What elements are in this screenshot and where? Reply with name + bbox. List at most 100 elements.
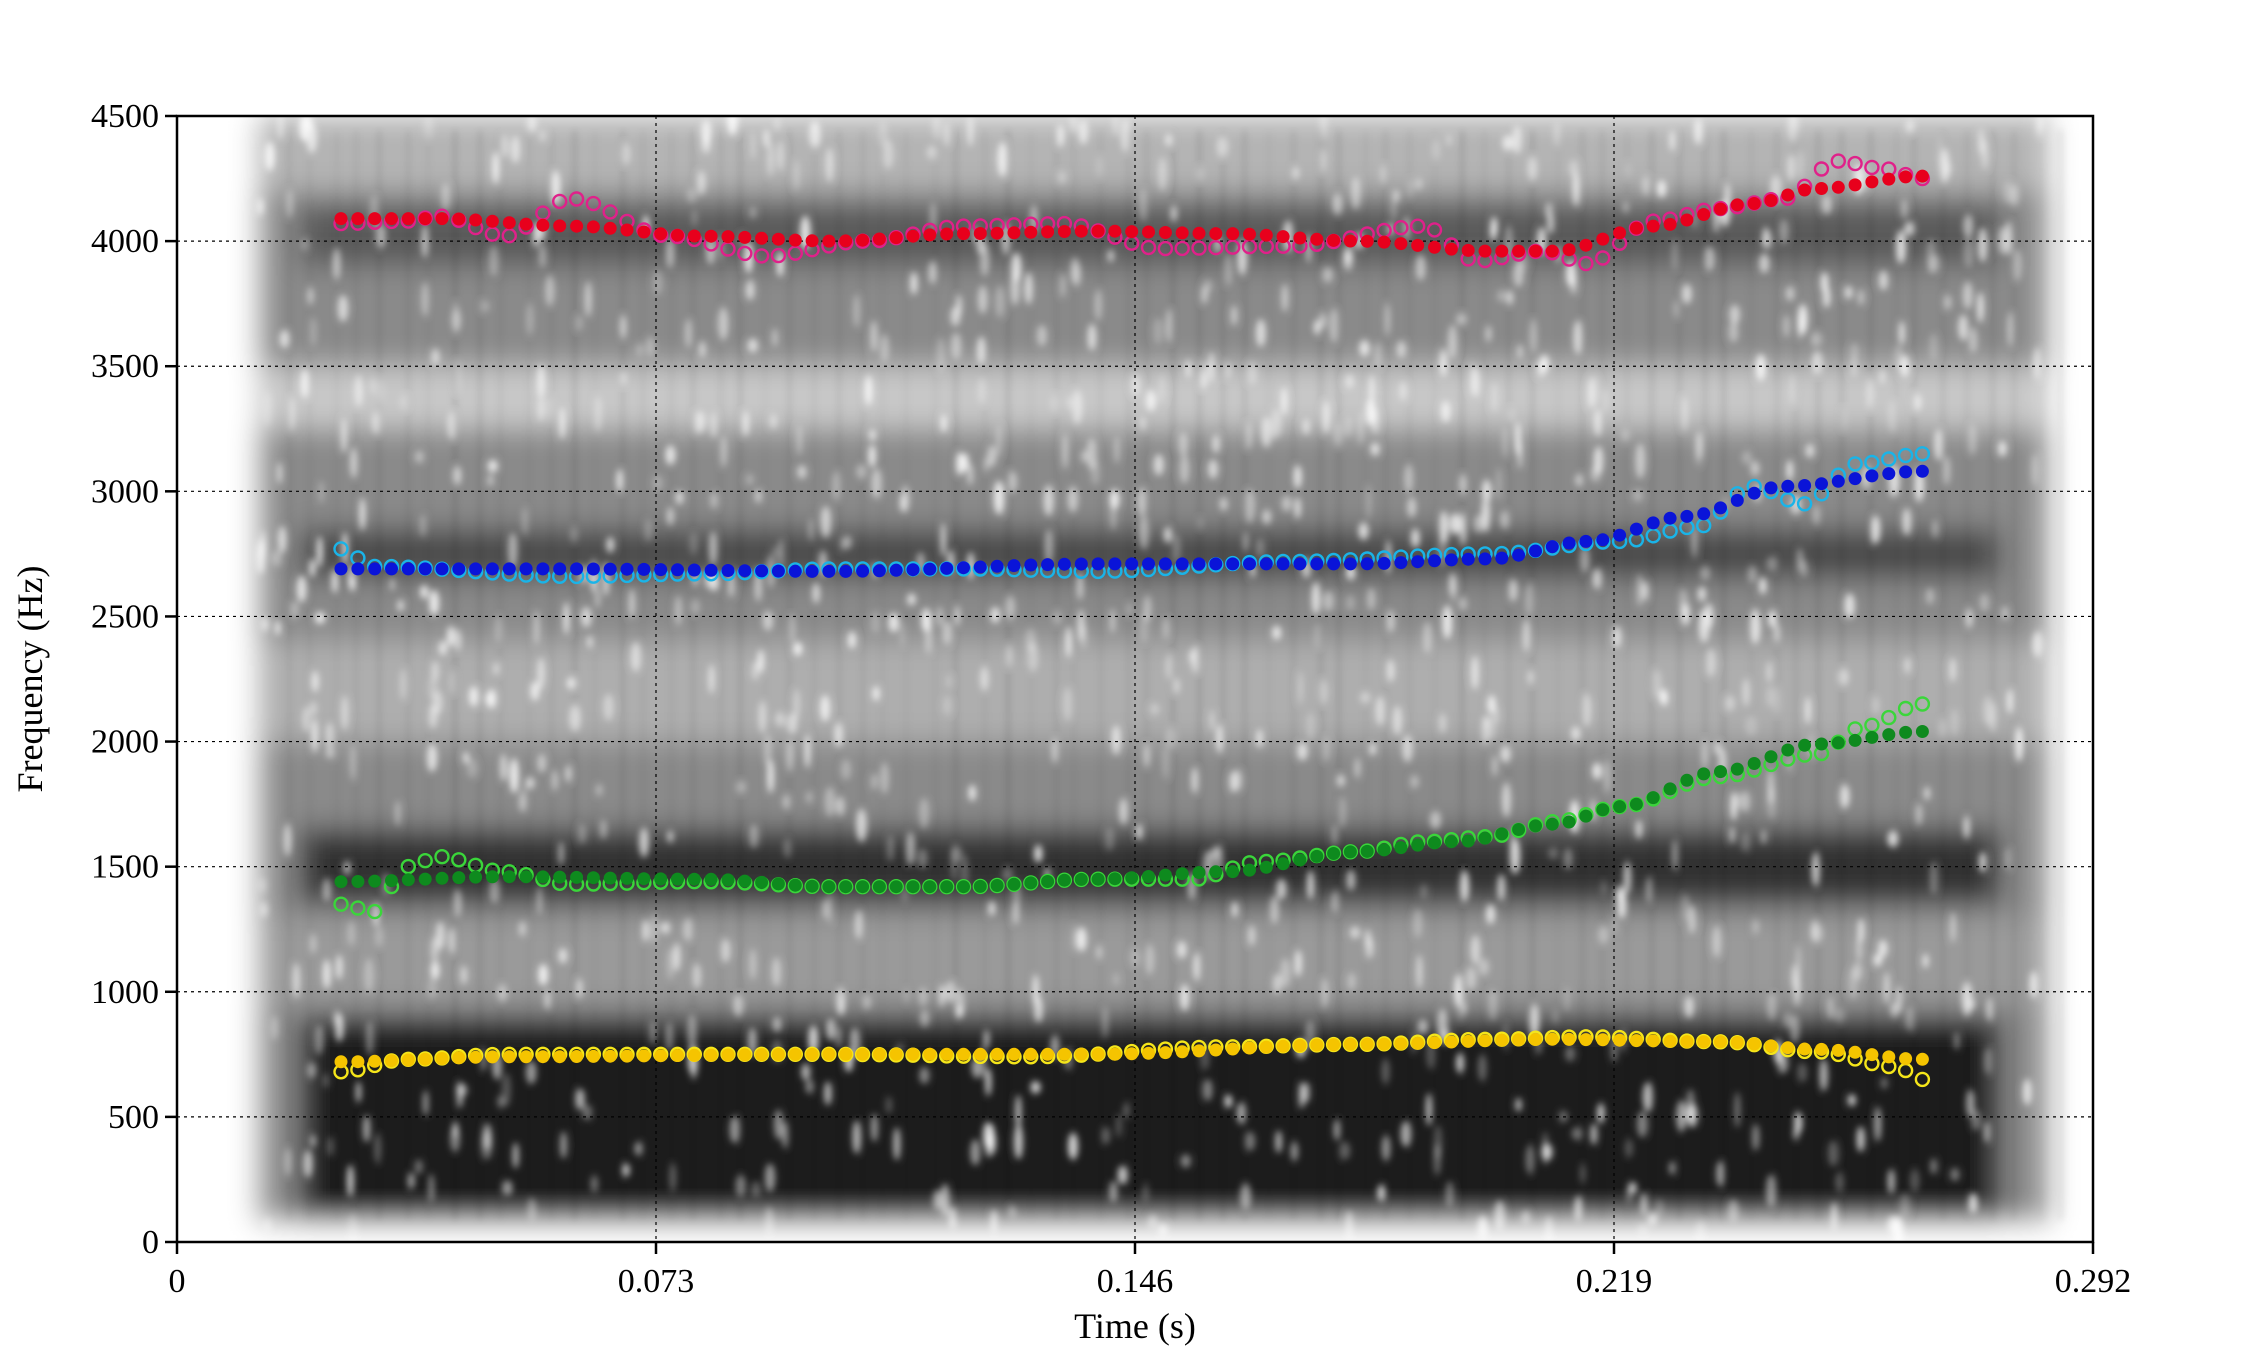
- formant-point: [1158, 557, 1172, 571]
- formant-point: [1512, 548, 1526, 562]
- formant-point: [940, 561, 954, 575]
- formant-point: [839, 880, 853, 894]
- formant-point: [1714, 765, 1727, 779]
- formant-point: [1831, 474, 1845, 488]
- formant-point: [1596, 1033, 1610, 1047]
- formant-point: [1478, 1034, 1492, 1048]
- formant-point: [1579, 809, 1593, 823]
- formant-point: [1915, 464, 1929, 478]
- formant-point: [1142, 557, 1155, 571]
- formant-point: [536, 1050, 550, 1064]
- formant-point: [351, 212, 365, 226]
- formant-point: [822, 564, 836, 578]
- formant-point: [1175, 557, 1189, 571]
- formant-point: [637, 225, 651, 239]
- formant-point: [704, 563, 718, 577]
- formant-point: [1394, 237, 1408, 251]
- formant-point: [1697, 208, 1711, 221]
- formant-point: [1815, 1042, 1828, 1056]
- formant-point: [1629, 522, 1643, 536]
- formant-point: [1444, 1035, 1458, 1049]
- formant-point: [788, 878, 802, 892]
- formant-point: [1224, 239, 1241, 255]
- formant-point: [570, 1050, 584, 1063]
- formant-point: [990, 879, 1004, 892]
- formant-point: [1562, 1032, 1576, 1046]
- formant-point: [603, 562, 617, 576]
- formant-point: [1276, 1039, 1290, 1053]
- formant-point: [770, 247, 787, 264]
- formant-point: [1914, 696, 1931, 712]
- formant-point: [536, 870, 550, 884]
- formant-point: [1545, 244, 1559, 258]
- formant-point: [401, 212, 415, 226]
- formant-point: [1343, 845, 1357, 859]
- formant-point: [1815, 182, 1828, 195]
- formant-point: [738, 230, 752, 244]
- formant-point: [1125, 1047, 1139, 1061]
- formant-point: [872, 880, 886, 894]
- formant-point: [1747, 1037, 1761, 1051]
- formant-tracks: [333, 153, 1931, 1088]
- formant-point: [1646, 516, 1660, 530]
- formant-point: [1175, 867, 1189, 881]
- formant-point: [1629, 797, 1643, 811]
- formant-point: [334, 212, 348, 226]
- formant-point: [586, 562, 600, 576]
- formant-point: [1007, 1047, 1021, 1061]
- formant-point: [1730, 198, 1744, 212]
- formant-point: [1512, 244, 1526, 258]
- formant-point: [738, 1048, 752, 1062]
- formant-point: [1192, 866, 1206, 879]
- formant-point: [1310, 1038, 1324, 1052]
- formant-point: [485, 1050, 499, 1064]
- formant-point: [585, 195, 602, 212]
- formant-point: [1830, 153, 1847, 169]
- formant-point: [620, 223, 634, 237]
- formant-point: [822, 880, 836, 894]
- formant-point: [1377, 843, 1391, 857]
- formant-point: [1512, 1033, 1526, 1047]
- formant-point: [788, 1047, 802, 1061]
- formant-point: [452, 562, 466, 576]
- formant-point: [1276, 557, 1290, 571]
- formant-point: [1796, 496, 1813, 512]
- formant-point: [351, 875, 365, 888]
- x-tick-label: 0.073: [618, 1263, 695, 1300]
- formant-point: [1596, 803, 1610, 817]
- formant-point: [1865, 175, 1879, 189]
- formant-point: [1865, 469, 1879, 483]
- formant-point: [401, 562, 415, 576]
- formant-point: [1327, 557, 1341, 571]
- formant-point: [435, 1052, 449, 1065]
- formant-point: [1074, 224, 1088, 238]
- formant-point: [1444, 835, 1458, 849]
- formant-point: [1394, 1037, 1408, 1051]
- formant-point: [1646, 791, 1660, 805]
- formant-point: [1882, 467, 1896, 481]
- formant-point: [856, 233, 870, 247]
- formant-point: [1495, 1033, 1509, 1047]
- formant-point: [1714, 1035, 1727, 1049]
- formant-point: [333, 896, 349, 912]
- formant-point: [1409, 218, 1426, 234]
- formant-point: [755, 231, 769, 245]
- formant-point: [923, 562, 937, 576]
- formant-point: [385, 212, 398, 226]
- formant-point: [872, 232, 886, 246]
- formant-point: [1125, 557, 1139, 571]
- formant-point: [654, 563, 668, 577]
- formant-point: [351, 1055, 365, 1069]
- formant-point: [1276, 857, 1290, 871]
- formant-point: [452, 212, 466, 226]
- formant-point: [1680, 1035, 1694, 1049]
- formant-point: [451, 852, 467, 868]
- formant-point: [805, 564, 819, 578]
- formant-point: [1091, 872, 1105, 886]
- formant-point: [1663, 217, 1677, 231]
- formant-point: [418, 872, 432, 886]
- formant-point: [452, 1051, 466, 1065]
- formant-point: [1529, 819, 1542, 833]
- formant-point: [1108, 224, 1122, 238]
- formant-point: [1108, 1047, 1122, 1061]
